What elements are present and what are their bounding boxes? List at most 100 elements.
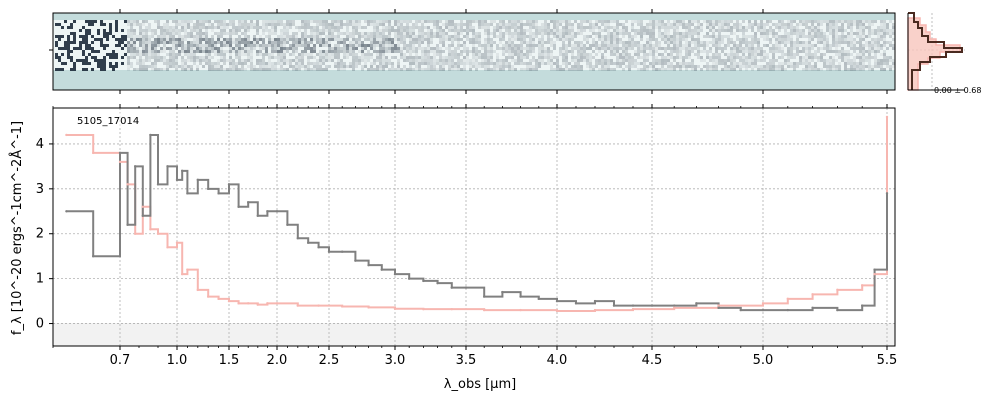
- data-point: [464, 286, 468, 289]
- twod-pixel: [163, 38, 166, 41]
- twod-pixel: [709, 41, 712, 44]
- twod-pixel: [373, 38, 376, 41]
- twod-pixel: [469, 62, 472, 65]
- twod-pixel: [874, 53, 877, 56]
- twod-pixel: [880, 35, 883, 38]
- twod-pixel: [712, 62, 715, 65]
- twod-pixel: [649, 35, 652, 38]
- twod-pixel: [253, 44, 256, 47]
- twod-pixel: [871, 44, 874, 47]
- twod-pixel: [154, 53, 157, 56]
- twod-pixel: [619, 29, 622, 32]
- twod-pixel: [262, 32, 265, 35]
- twod-pixel: [514, 32, 517, 35]
- twod-pixel: [493, 29, 496, 32]
- twod-pixel: [133, 20, 136, 23]
- twod-pixel: [304, 32, 307, 35]
- twod-pixel: [232, 26, 235, 29]
- twod-pixel: [274, 26, 277, 29]
- twod-pixel: [85, 44, 88, 47]
- twod-pixel: [214, 41, 217, 44]
- twod-pixel: [862, 29, 865, 32]
- twod-pixel: [757, 59, 760, 62]
- twod-pixel: [670, 23, 673, 26]
- twod-pixel: [175, 56, 178, 59]
- twod-pixel: [415, 50, 418, 53]
- twod-pixel: [487, 35, 490, 38]
- twod-pixel: [880, 68, 883, 71]
- twod-pixel: [805, 20, 808, 23]
- twod-pixel: [802, 62, 805, 65]
- twod-pixel: [853, 23, 856, 26]
- twod-pixel: [487, 38, 490, 41]
- twod-pixel: [388, 50, 391, 53]
- twod-pixel: [196, 68, 199, 71]
- twod-pixel: [73, 41, 76, 44]
- twod-pixel: [862, 44, 865, 47]
- twod-pixel: [559, 50, 562, 53]
- twod-pixel: [211, 56, 214, 59]
- twod-pixel: [418, 20, 421, 23]
- twod-pixel: [97, 38, 100, 41]
- twod-pixel: [187, 65, 190, 68]
- twod-pixel: [166, 47, 169, 50]
- x-tick-label: 1.5: [219, 353, 240, 368]
- twod-pixel: [811, 59, 814, 62]
- twod-pixel: [802, 32, 805, 35]
- twod-pixel: [286, 23, 289, 26]
- twod-pixel: [139, 23, 142, 26]
- twod-pixel: [223, 62, 226, 65]
- twod-pixel: [865, 20, 868, 23]
- twod-pixel: [184, 62, 187, 65]
- model-point: [237, 302, 240, 305]
- twod-pixel: [553, 20, 556, 23]
- twod-pixel: [400, 26, 403, 29]
- twod-pixel: [631, 44, 634, 47]
- twod-pixel: [235, 47, 238, 50]
- twod-pixel: [649, 65, 652, 68]
- twod-pixel: [850, 35, 853, 38]
- twod-pixel: [421, 20, 424, 23]
- twod-pixel: [241, 26, 244, 29]
- twod-pixel: [310, 41, 313, 44]
- twod-pixel: [235, 68, 238, 71]
- twod-pixel: [322, 62, 325, 65]
- twod-pixel: [580, 50, 583, 53]
- twod-pixel: [697, 53, 700, 56]
- twod-pixel: [373, 23, 376, 26]
- twod-pixel: [361, 65, 364, 68]
- twod-pixel: [886, 32, 889, 35]
- twod-pixel: [613, 38, 616, 41]
- twod-pixel: [580, 68, 583, 71]
- twod-pixel: [817, 35, 820, 38]
- twod-pixel: [682, 20, 685, 23]
- twod-pixel: [766, 56, 769, 59]
- twod-pixel: [742, 38, 745, 41]
- twod-pixel: [802, 23, 805, 26]
- twod-pixel: [781, 23, 784, 26]
- twod-pixel: [853, 59, 856, 62]
- twod-pixel: [724, 26, 727, 29]
- twod-pixel: [460, 20, 463, 23]
- twod-pixel: [583, 35, 586, 38]
- twod-pixel: [679, 23, 682, 26]
- twod-pixel: [211, 47, 214, 50]
- twod-pixel: [241, 47, 244, 50]
- twod-pixel: [262, 65, 265, 68]
- twod-pixel: [175, 26, 178, 29]
- twod-pixel: [667, 62, 670, 65]
- twod-pixel: [112, 35, 115, 38]
- twod-pixel: [805, 65, 808, 68]
- twod-pixel: [202, 50, 205, 53]
- twod-pixel: [694, 20, 697, 23]
- twod-pixel: [703, 41, 706, 44]
- twod-pixel: [379, 65, 382, 68]
- twod-pixel: [751, 23, 754, 26]
- twod-pixel: [646, 26, 649, 29]
- twod-pixel: [262, 38, 265, 41]
- twod-pixel: [790, 23, 793, 26]
- twod-pixel: [379, 38, 382, 41]
- twod-pixel: [655, 38, 658, 41]
- twod-pixel: [613, 47, 616, 50]
- twod-pixel: [583, 50, 586, 53]
